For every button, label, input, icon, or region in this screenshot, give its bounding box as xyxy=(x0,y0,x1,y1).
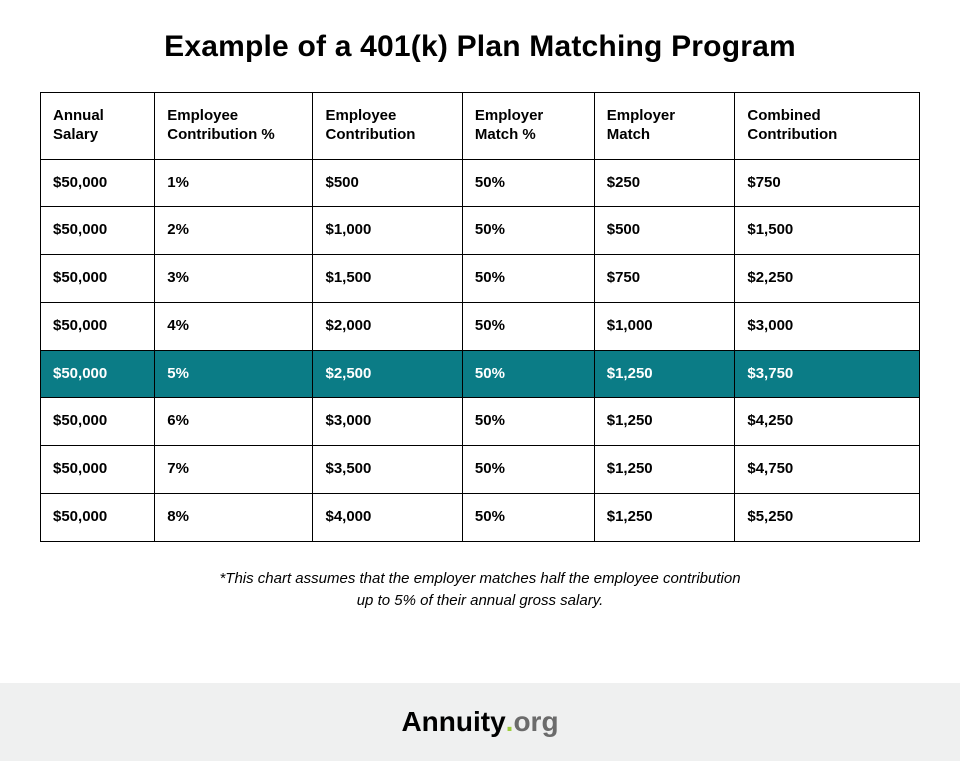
table-row: $50,000 2% $1,000 50% $500 $1,500 xyxy=(41,207,920,255)
cell: $50,000 xyxy=(41,255,155,303)
cell: $1,500 xyxy=(735,207,920,255)
cell: 50% xyxy=(462,302,594,350)
cell: $2,500 xyxy=(313,350,462,398)
table-row-highlight: $50,000 5% $2,500 50% $1,250 $3,750 xyxy=(41,350,920,398)
cell: $4,250 xyxy=(735,398,920,446)
cell: 50% xyxy=(462,255,594,303)
table-row: $50,000 8% $4,000 50% $1,250 $5,250 xyxy=(41,493,920,541)
cell: $2,000 xyxy=(313,302,462,350)
table-row: $50,000 4% $2,000 50% $1,000 $3,000 xyxy=(41,302,920,350)
cell: 50% xyxy=(462,159,594,207)
col-header: Employee Contribution xyxy=(313,93,462,160)
cell: $1,250 xyxy=(594,493,735,541)
table-body: $50,000 1% $500 50% $250 $750 $50,000 2%… xyxy=(41,159,920,541)
cell: $1,000 xyxy=(313,207,462,255)
cell: $250 xyxy=(594,159,735,207)
cell: $4,750 xyxy=(735,446,920,494)
cell: $500 xyxy=(313,159,462,207)
cell: 50% xyxy=(462,398,594,446)
col-header: Annual Salary xyxy=(41,93,155,160)
cell: $4,000 xyxy=(313,493,462,541)
cell: $50,000 xyxy=(41,493,155,541)
table-row: $50,000 7% $3,500 50% $1,250 $4,750 xyxy=(41,446,920,494)
cell: 50% xyxy=(462,207,594,255)
cell: $1,500 xyxy=(313,255,462,303)
cell: 50% xyxy=(462,350,594,398)
cell: 2% xyxy=(155,207,313,255)
footnote-line: up to 5% of their annual gross salary. xyxy=(357,592,604,609)
cell: 6% xyxy=(155,398,313,446)
brand-bar: Annuity.org xyxy=(0,683,960,761)
col-header: Employer Match % xyxy=(462,93,594,160)
footnote: *This chart assumes that the employer ma… xyxy=(219,568,740,613)
cell: $3,750 xyxy=(735,350,920,398)
cell: 3% xyxy=(155,255,313,303)
content-area: Example of a 401(k) Plan Matching Progra… xyxy=(0,0,960,683)
cell: $50,000 xyxy=(41,350,155,398)
cell: $2,250 xyxy=(735,255,920,303)
cell: $3,000 xyxy=(313,398,462,446)
cell: $500 xyxy=(594,207,735,255)
cell: 1% xyxy=(155,159,313,207)
table-head: Annual Salary Employee Contribution % Em… xyxy=(41,93,920,160)
cell: 50% xyxy=(462,493,594,541)
cell: $1,250 xyxy=(594,350,735,398)
col-header: Employee Contribution % xyxy=(155,93,313,160)
page: Example of a 401(k) Plan Matching Progra… xyxy=(0,0,960,761)
cell: $3,000 xyxy=(735,302,920,350)
matching-table: Annual Salary Employee Contribution % Em… xyxy=(40,92,920,542)
brand-tld: org xyxy=(513,706,558,738)
cell: 4% xyxy=(155,302,313,350)
cell: 7% xyxy=(155,446,313,494)
brand-logo: Annuity.org xyxy=(401,706,558,738)
cell: $50,000 xyxy=(41,446,155,494)
col-header: Combined Contribution xyxy=(735,93,920,160)
cell: $50,000 xyxy=(41,207,155,255)
cell: $1,000 xyxy=(594,302,735,350)
table-row: $50,000 3% $1,500 50% $750 $2,250 xyxy=(41,255,920,303)
cell: $750 xyxy=(594,255,735,303)
page-title: Example of a 401(k) Plan Matching Progra… xyxy=(40,30,920,64)
cell: $1,250 xyxy=(594,398,735,446)
brand-name: Annuity xyxy=(401,706,505,738)
cell: $1,250 xyxy=(594,446,735,494)
col-header: Employer Match xyxy=(594,93,735,160)
cell: 8% xyxy=(155,493,313,541)
cell: $5,250 xyxy=(735,493,920,541)
table-row: $50,000 1% $500 50% $250 $750 xyxy=(41,159,920,207)
brand-dot: . xyxy=(506,706,514,738)
cell: 50% xyxy=(462,446,594,494)
cell: $50,000 xyxy=(41,302,155,350)
cell: 5% xyxy=(155,350,313,398)
cell: $50,000 xyxy=(41,398,155,446)
table-header-row: Annual Salary Employee Contribution % Em… xyxy=(41,93,920,160)
cell: $750 xyxy=(735,159,920,207)
cell: $3,500 xyxy=(313,446,462,494)
footnote-line: *This chart assumes that the employer ma… xyxy=(219,570,740,587)
cell: $50,000 xyxy=(41,159,155,207)
table-row: $50,000 6% $3,000 50% $1,250 $4,250 xyxy=(41,398,920,446)
